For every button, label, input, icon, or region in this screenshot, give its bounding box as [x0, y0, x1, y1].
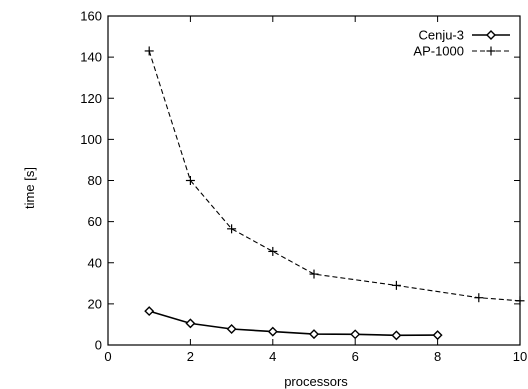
plus-marker	[515, 296, 525, 306]
series-line	[148, 310, 438, 337]
series	[144, 46, 525, 341]
diamond-marker	[267, 326, 278, 337]
plus-marker	[309, 269, 319, 279]
x-tick-label: 10	[513, 349, 527, 364]
y-tick-label: 160	[80, 9, 102, 24]
plus-marker	[227, 224, 237, 234]
plus-marker	[474, 293, 484, 303]
diamond-marker	[391, 330, 402, 341]
plus-marker	[391, 280, 401, 290]
legend-entry-1: AP-1000	[413, 44, 510, 59]
x-tick-label: 2	[187, 349, 194, 364]
diamond-marker	[144, 306, 155, 317]
plus-marker	[486, 46, 496, 56]
plus-marker	[144, 46, 154, 56]
diamond-marker	[226, 323, 237, 334]
y-tick-label: 80	[88, 173, 102, 188]
x-axis-label: processors	[284, 374, 348, 389]
y-tick-label: 60	[88, 214, 102, 229]
plot-border	[107, 15, 521, 346]
y-tick-label: 140	[80, 50, 102, 65]
series-0	[144, 306, 443, 341]
series-1	[144, 46, 525, 306]
legend-entry-0: Cenju-3	[418, 28, 510, 43]
y-tick-label: 0	[95, 338, 102, 353]
legend: Cenju-3AP-1000	[413, 28, 510, 59]
x-tick-label: 4	[269, 349, 276, 364]
axis-ticks: 0 20 40 60 80 100 120 140 160 0 2 4 6 8 10	[80, 9, 527, 365]
series-line	[148, 50, 521, 302]
diamond-marker	[432, 330, 443, 341]
legend-label: AP-1000	[413, 44, 464, 59]
y-tick-label: 100	[80, 132, 102, 147]
diamond-marker	[350, 329, 361, 340]
x-tick-label: 0	[104, 349, 111, 364]
plus-marker	[185, 176, 195, 185]
y-axis-label: time [s]	[22, 167, 37, 209]
plus-marker	[268, 246, 278, 256]
diamond-marker	[185, 318, 196, 329]
y-tick-label: 120	[80, 91, 102, 106]
diamond-marker	[486, 30, 496, 40]
y-tick-label: 40	[88, 255, 102, 270]
x-tick-label: 8	[434, 349, 441, 364]
plot-frame	[107, 15, 521, 346]
diamond-marker	[309, 329, 319, 340]
y-tick-label: 20	[88, 296, 102, 311]
legend-label: Cenju-3	[418, 28, 464, 43]
x-tick-label: 6	[352, 349, 359, 364]
